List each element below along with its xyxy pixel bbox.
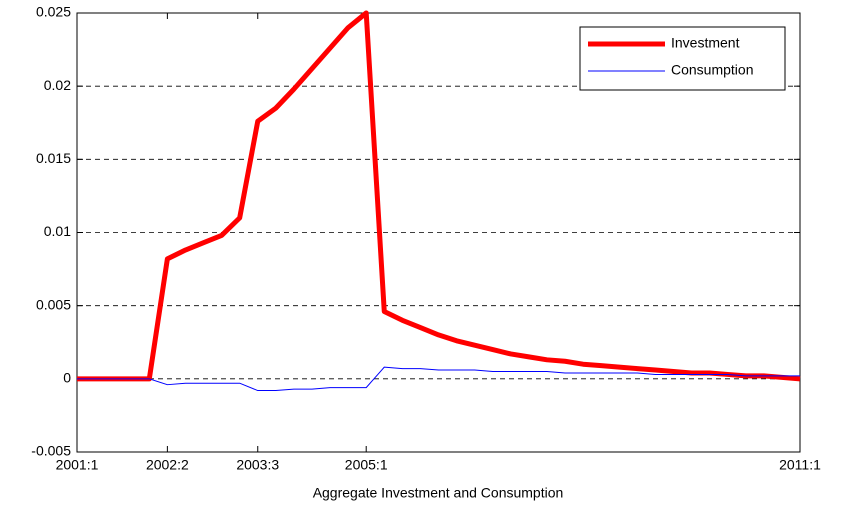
y-tick-label: 0.02 [44,77,71,93]
y-tick-label: 0.025 [36,4,71,20]
x-tick-label: 2005:1 [345,457,388,473]
legend-box [579,26,786,91]
y-tick-label: 0.01 [44,223,71,239]
y-tick-label: 0.005 [36,296,71,312]
x-tick-label: 2002:2 [146,457,189,473]
x-axis-label: Aggregate Investment and Consumption [313,485,564,501]
series-line [77,366,800,392]
series-line [77,10,801,382]
legend-label: Consumption [671,62,754,78]
y-tick-label: 0 [63,370,71,386]
x-tick-label: 2001:1 [56,457,99,473]
x-tick-label: 2003:3 [236,457,279,473]
y-tick-label: 0.015 [36,150,71,166]
legend-label: Investment [671,35,740,51]
x-tick-label: 2011:1 [779,457,821,473]
y-tick-label: -0.005 [31,443,71,459]
